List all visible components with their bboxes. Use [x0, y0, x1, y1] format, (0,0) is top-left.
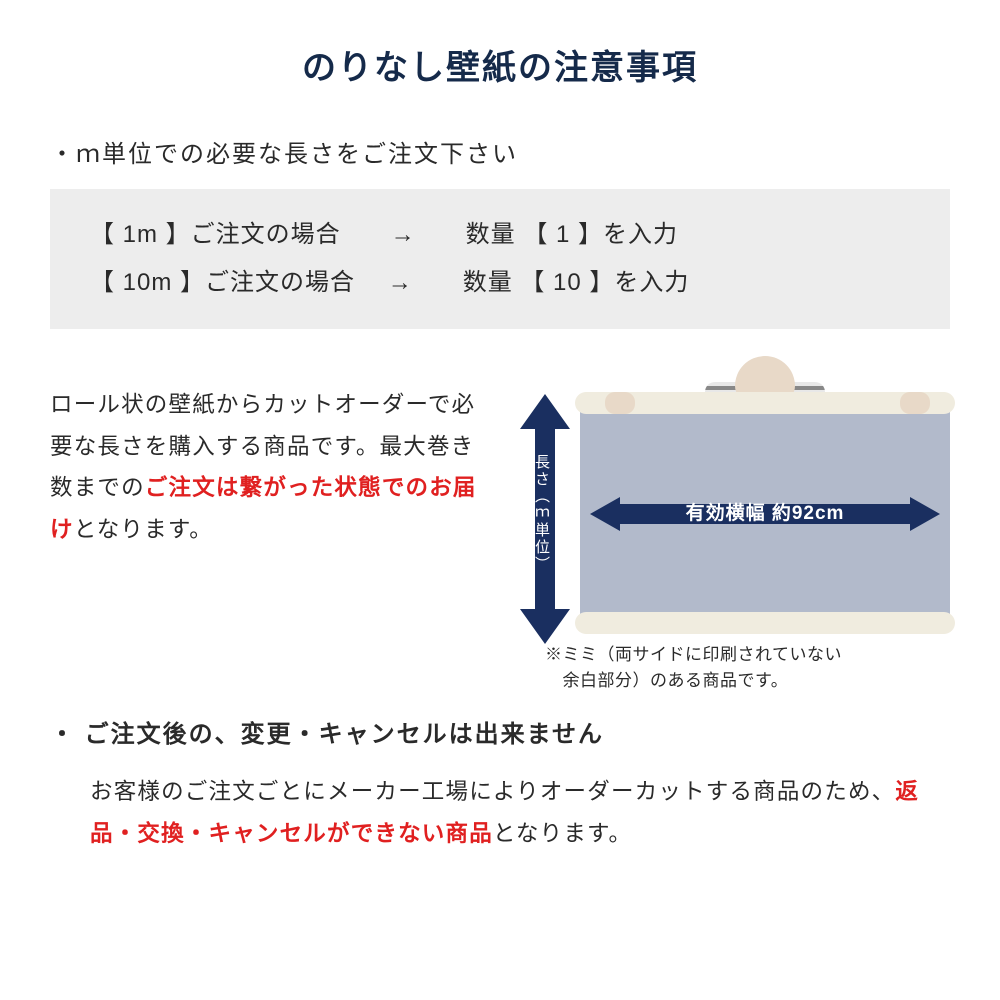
roll-description: ロール状の壁紙からカットオーダーで必要な長さを購入する商品です。最大巻き数までの… — [50, 364, 480, 551]
horizontal-arrow-label: 有効横幅 約92cm — [590, 497, 940, 531]
sec2-part1: お客様のご注文ごとにメーカー工場によりオーダーカットする商品のため、 — [90, 779, 895, 804]
example-line-2: 【 10m 】ご注文の場合 → 数量 【 10 】を入力 — [90, 259, 910, 307]
mimi-footnote: ※ミミ（両サイドに印刷されていない 余白部分）のある商品です。 — [545, 642, 842, 693]
description-row: ロール状の壁紙からカットオーダーで必要な長さを購入する商品です。最大巻き数までの… — [50, 364, 950, 684]
vertical-arrow-label: 長さ（ｍ単位） — [531, 454, 552, 573]
person-hand-right — [900, 392, 930, 414]
order-example-box: 【 1m 】ご注文の場合 → 数量 【 1 】を入力 【 10m 】ご注文の場合… — [50, 189, 950, 329]
desc-part2: となります。 — [74, 517, 213, 542]
section1-bullet: ・ｍ単位での必要な長さをご注文下さい — [50, 134, 950, 169]
roll-curl-bottom — [575, 612, 955, 634]
person-hand-left — [605, 392, 635, 414]
footnote-line2: 余白部分）のある商品です。 — [545, 671, 788, 690]
wallpaper-illustration: 長さ（ｍ単位） 有効横幅 約92cm ※ミミ（両サイドに印刷されていない 余白部… — [505, 364, 950, 684]
example-line-1: 【 1m 】ご注文の場合 → 数量 【 1 】を入力 — [90, 211, 910, 259]
footnote-line1: ※ミミ（両サイドに印刷されていない — [545, 645, 842, 664]
section2-bullet: ・ ご注文後の、変更・キャンセルは出来ません — [50, 714, 950, 749]
page-title: のりなし壁紙の注意事項 — [50, 40, 950, 89]
sec2-part2: となります。 — [493, 821, 632, 846]
section2-body: お客様のご注文ごとにメーカー工場によりオーダーカットする商品のため、返品・交換・… — [50, 771, 950, 854]
